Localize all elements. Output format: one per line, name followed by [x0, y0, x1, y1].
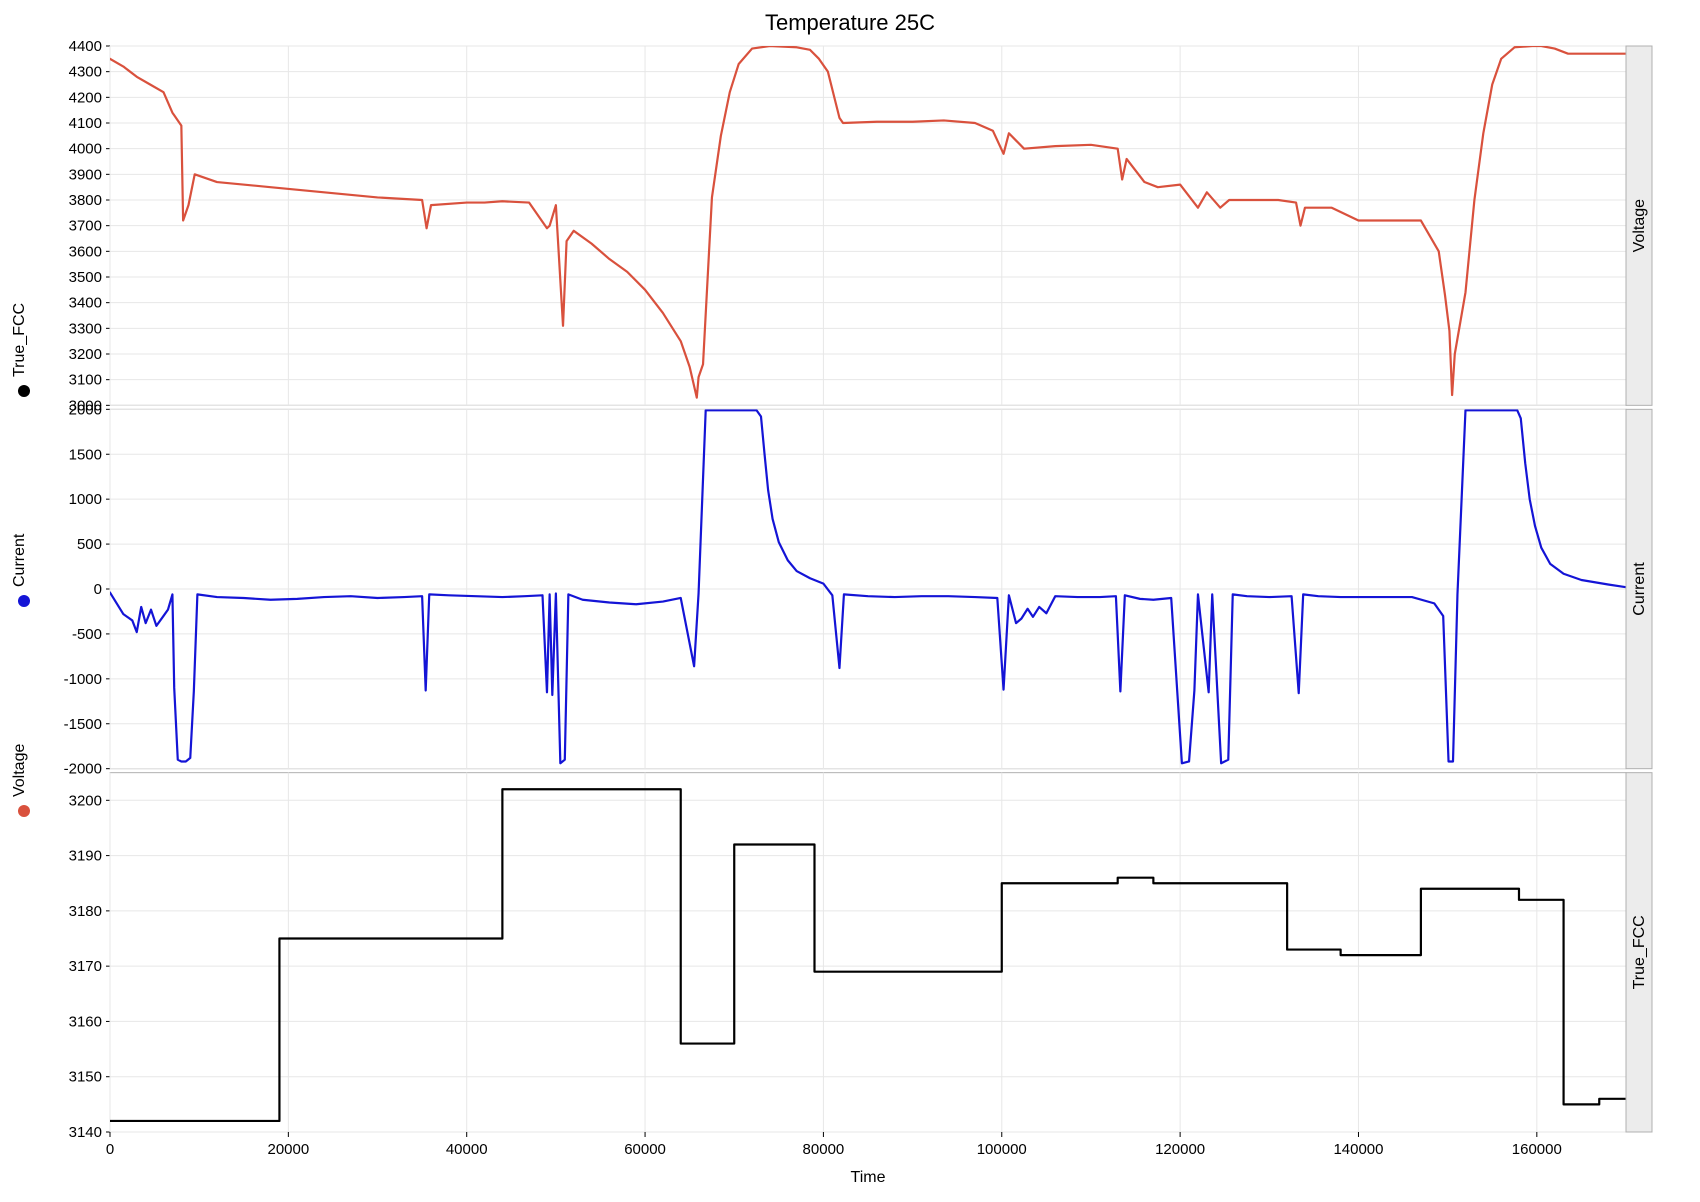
legend-label-true_fcc: True_FCC — [11, 303, 28, 377]
y-tick-label: 3900 — [69, 166, 102, 183]
y-tick-label: 4000 — [69, 141, 102, 158]
x-tick-label: 160000 — [1512, 1141, 1562, 1158]
y-tick-label: 3170 — [69, 958, 102, 975]
y-tick-label: 3200 — [69, 792, 102, 809]
y-tick-label: 1500 — [69, 446, 102, 463]
x-tick-label: 80000 — [803, 1141, 845, 1158]
x-tick-label: 20000 — [267, 1141, 309, 1158]
faceted-line-chart: Temperature 25CVoltageCurrentTrue_FCC300… — [0, 0, 1700, 1202]
y-tick-label: -1500 — [64, 716, 102, 733]
y-tick-label: 3700 — [69, 218, 102, 235]
y-tick-label: 3600 — [69, 243, 102, 260]
y-tick-label: 4400 — [69, 38, 102, 55]
y-tick-label: 4100 — [69, 115, 102, 132]
legend-swatch-current — [18, 595, 30, 607]
legend-swatch-true_fcc — [18, 385, 30, 397]
y-tick-label: 1000 — [69, 491, 102, 508]
panel-voltage: 3000310032003300340035003600370038003900… — [69, 38, 1652, 414]
y-tick-label: 2000 — [69, 401, 102, 418]
y-tick-label: 4200 — [69, 89, 102, 106]
y-tick-label: 3160 — [69, 1013, 102, 1030]
legend-label-current: Current — [11, 533, 28, 587]
x-tick-label: 60000 — [624, 1141, 666, 1158]
y-tick-label: -1000 — [64, 671, 102, 688]
y-tick-label: 500 — [77, 536, 102, 553]
y-tick-label: 4300 — [69, 64, 102, 81]
x-tick-label: 0 — [106, 1141, 114, 1158]
y-tick-label: 3400 — [69, 295, 102, 312]
chart-title: Temperature 25C — [765, 10, 935, 35]
y-tick-label: 3500 — [69, 269, 102, 286]
x-tick-label: 100000 — [977, 1141, 1027, 1158]
facet-strip-label: Current — [1631, 562, 1648, 616]
y-tick-label: 3140 — [69, 1124, 102, 1141]
y-tick-label: 0 — [94, 581, 102, 598]
y-tick-label: 3100 — [69, 372, 102, 389]
y-tick-label: 3150 — [69, 1069, 102, 1086]
facet-strip-label: Voltage — [1631, 199, 1648, 252]
y-tick-label: 3300 — [69, 320, 102, 337]
panel-true_fcc: 3140 3150 3160 3170 3180 3190 3200 True_FCC — [69, 773, 1652, 1141]
legend-label-voltage: Voltage — [11, 744, 28, 797]
facet-strip-label: True_FCC — [1631, 915, 1648, 989]
legend-swatch-voltage — [18, 805, 30, 817]
y-tick-label: -500 — [72, 626, 102, 643]
x-tick-label: 40000 — [446, 1141, 488, 1158]
y-tick-label: 3200 — [69, 346, 102, 363]
x-axis-label: Time — [851, 1169, 886, 1186]
y-tick-label: 3190 — [69, 848, 102, 865]
y-tick-label: 3180 — [69, 903, 102, 920]
panel-current: -2000 -1500 -1000 -500 0 500 1000 1500 2000 Curre… — [64, 401, 1652, 777]
x-tick-label: 140000 — [1333, 1141, 1383, 1158]
x-tick-label: 120000 — [1155, 1141, 1205, 1158]
y-tick-label: 3800 — [69, 192, 102, 209]
y-tick-label: -2000 — [64, 761, 102, 778]
